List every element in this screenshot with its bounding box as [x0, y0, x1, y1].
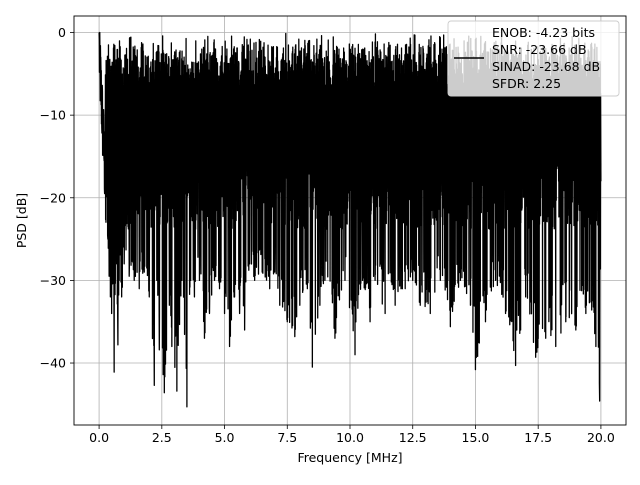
y-tick-label: −10: [40, 108, 66, 123]
psd-trace-group: [98, 31, 602, 408]
y-axis-label: PSD [dB]: [14, 193, 29, 248]
x-tick-label: 17.5: [524, 430, 552, 445]
x-tick-label: 12.5: [399, 430, 427, 445]
x-tick-label: 15.0: [462, 430, 490, 445]
legend-box: [447, 20, 620, 97]
x-tick-label: 10.0: [336, 430, 364, 445]
x-tick-label: 0.0: [89, 430, 109, 445]
psd-trace-line: [98, 31, 602, 408]
y-tick-label: −40: [40, 356, 66, 371]
legend-snr: SNR: -23.66 dB: [492, 42, 587, 57]
legend-sfdr: SFDR: 2.25: [492, 76, 561, 91]
x-axis-label: Frequency [MHz]: [297, 450, 402, 465]
legend-enob: ENOB: -4.23 bits: [492, 25, 595, 40]
axis-ticks: 0.0 2.5 5.0 7.5 10.0 12.5 15.0 17.5 20.0 0 −10 −20 −…: [40, 25, 615, 445]
x-tick-label: 2.5: [152, 430, 172, 445]
x-tick-label: 20.0: [587, 430, 615, 445]
x-tick-label: 7.5: [277, 430, 297, 445]
y-tick-label: −30: [40, 273, 66, 288]
legend-sinad: SINAD: -23.68 dB: [492, 59, 600, 74]
y-tick-label: 0: [58, 25, 66, 40]
y-tick-label: −20: [40, 190, 66, 205]
legend: ENOB: -4.23 bits SNR: -23.66 dB SINAD: -…: [447, 20, 620, 97]
x-tick-label: 5.0: [215, 430, 235, 445]
